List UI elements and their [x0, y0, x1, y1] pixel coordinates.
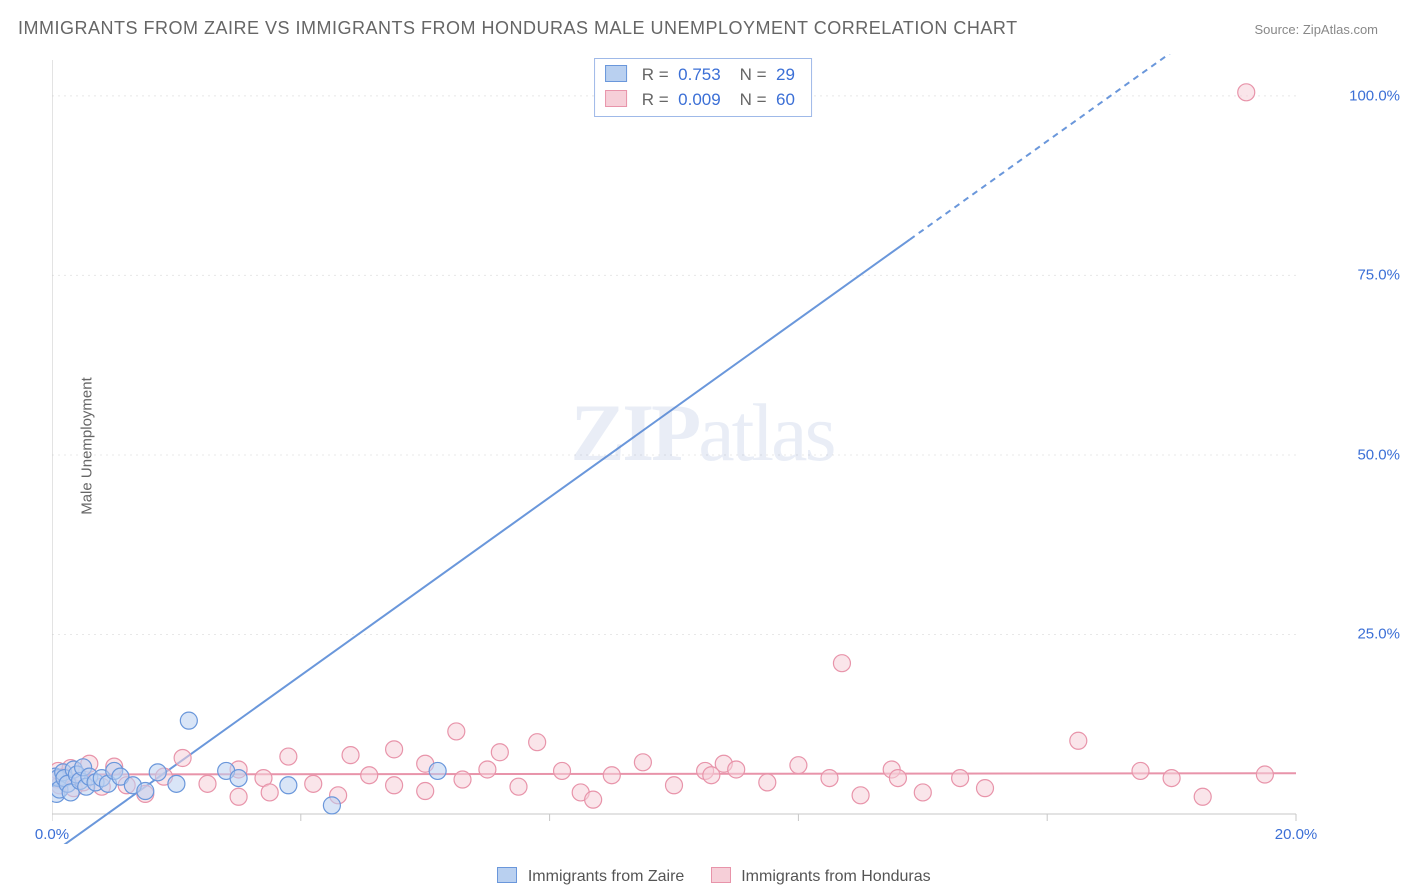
chart-title: IMMIGRANTS FROM ZAIRE VS IMMIGRANTS FROM… — [18, 18, 1018, 39]
legend-swatch-zaire-icon — [497, 867, 517, 883]
plot-area: 25.0%50.0%75.0%100.0% 0.0%20.0% ZIPatlas — [52, 54, 1352, 844]
correlation-legend: R = 0.753 N = 29 R = 0.009 N = 60 — [594, 58, 812, 117]
y-tick-label: 75.0% — [1357, 267, 1400, 284]
legend-label-honduras: Immigrants from Honduras — [741, 868, 930, 885]
legend-swatch-honduras — [605, 90, 627, 107]
y-tick-label: 100.0% — [1349, 87, 1400, 104]
source-attribution: Source: ZipAtlas.com — [1254, 22, 1378, 37]
legend-label-zaire: Immigrants from Zaire — [528, 868, 684, 885]
y-tick-label: 25.0% — [1357, 626, 1400, 643]
scatter-chart — [52, 54, 1352, 844]
x-tick-label: 20.0% — [1275, 826, 1318, 843]
series-legend: Immigrants from Zaire Immigrants from Ho… — [0, 867, 1406, 886]
legend-swatch-honduras-icon — [711, 867, 731, 883]
x-tick-label: 0.0% — [35, 826, 69, 843]
legend-swatch-zaire — [605, 65, 627, 82]
legend-row-honduras: R = 0.009 N = 60 — [605, 88, 795, 113]
y-tick-label: 50.0% — [1357, 446, 1400, 463]
legend-row-zaire: R = 0.753 N = 29 — [605, 63, 795, 88]
